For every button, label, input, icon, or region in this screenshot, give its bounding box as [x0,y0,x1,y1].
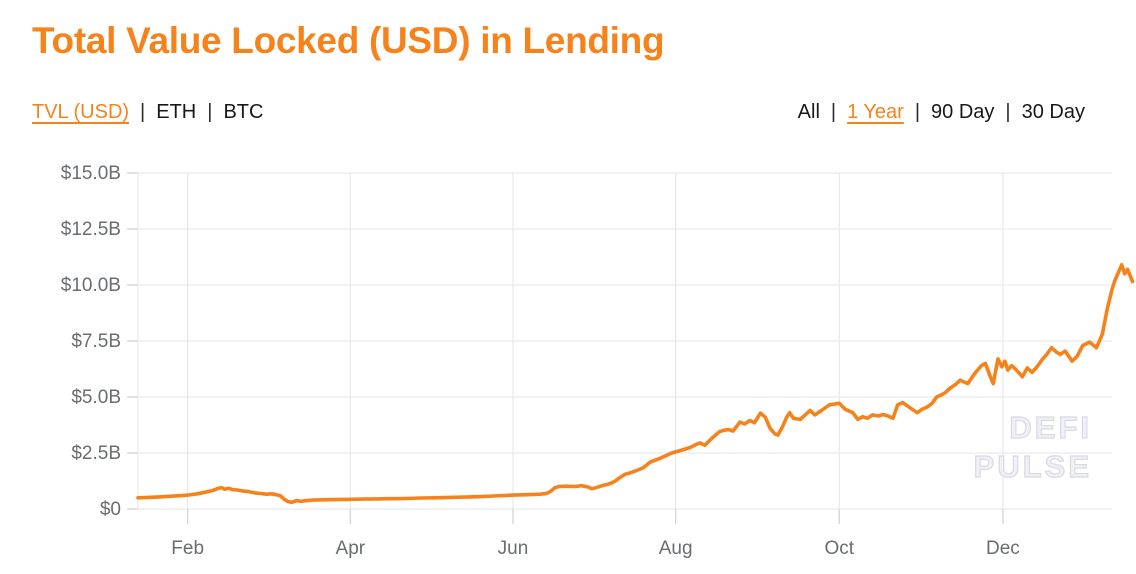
x-axis-label: Feb [171,538,204,559]
tvl-line-chart[interactable]: $0 $2.5B $5.0B $7.5B $10.0B $12.5B $15.0B Feb Ap… [0,150,1136,574]
separator: | [207,101,213,123]
y-axis-label: $7.5B [71,331,121,352]
chart-area: $0 $2.5B $5.0B $7.5B $10.0B $12.5B $15.0B Feb Ap… [0,150,1136,574]
range-tab-90-day[interactable]: 90 Day [931,101,995,123]
metric-tab-btc[interactable]: BTC [223,101,264,123]
x-axis-label: Jun [498,538,529,559]
metric-switcher: TVL (USD) | ETH | BTC [32,101,263,124]
defipulse-watermark: DEFI PULSE [973,408,1092,486]
y-axis-label: $5.0B [71,387,121,408]
x-axis-label: Apr [336,538,366,559]
separator: | [830,101,837,123]
tvl-series-line[interactable] [136,263,1135,505]
metric-tab-eth[interactable]: ETH [156,101,197,123]
separator: | [914,101,921,123]
watermark-line-1: DEFI [1009,409,1092,445]
range-tab-30-day[interactable]: 30 Day [1021,101,1085,123]
x-axis-label: Dec [986,538,1020,559]
separator: | [1005,101,1011,123]
y-axis-label: $10.0B [61,275,121,296]
range-tab-1-year[interactable]: 1 Year [847,101,904,123]
watermark-line-2: PULSE [973,448,1092,484]
y-axis-label: $12.5B [61,219,121,240]
y-axis-label: $0 [100,499,121,520]
range-tab-all[interactable]: All [797,101,820,123]
page-title: Total Value Locked (USD) in Lending [32,20,665,61]
x-axis-label: Aug [659,538,693,559]
y-axis-label: $2.5B [71,443,121,464]
range-switcher: All | 1 Year | 90 Day | 30 Day [798,101,1085,124]
metric-tab-tvl-usd[interactable]: TVL (USD) [32,101,130,123]
separator: | [140,101,146,123]
x-axis-label: Oct [824,538,854,559]
y-axis-label: $15.0B [61,163,121,184]
